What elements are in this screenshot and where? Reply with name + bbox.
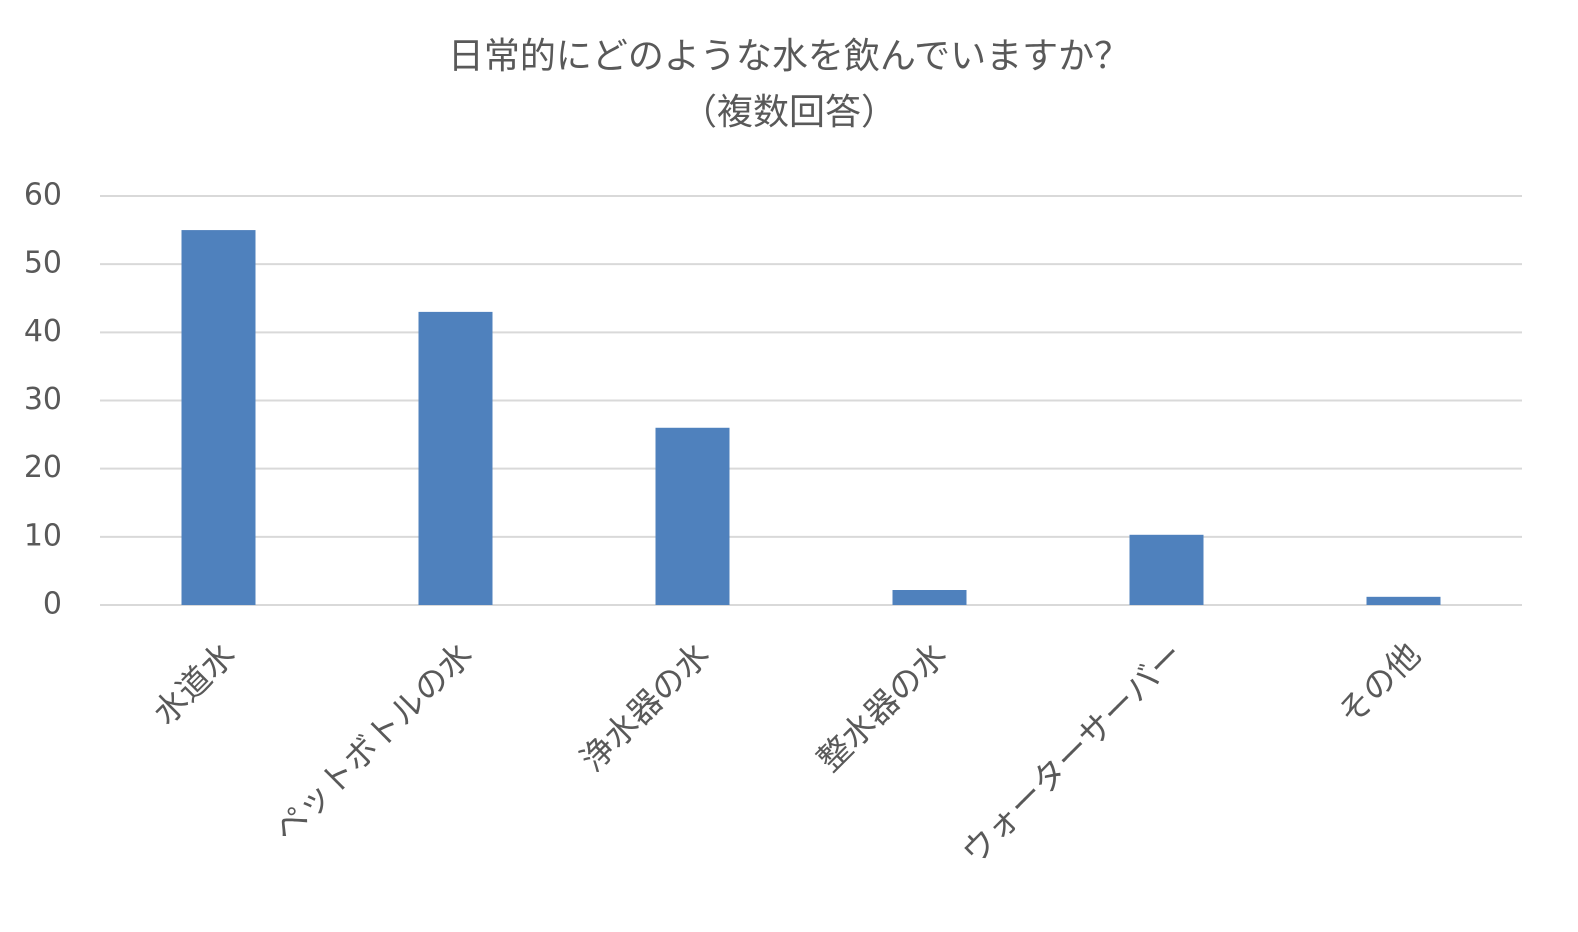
x-tick-label: 整水器の水 bbox=[810, 635, 954, 779]
x-tick-label: 浄水器の水 bbox=[573, 635, 717, 779]
y-tick-label: 40 bbox=[24, 314, 62, 349]
y-tick-label: 20 bbox=[24, 450, 62, 485]
y-tick-label: 60 bbox=[24, 178, 62, 213]
y-tick-label: 10 bbox=[24, 518, 62, 553]
x-tick-label: ウォーターサーバー bbox=[954, 635, 1191, 872]
y-tick-label: 0 bbox=[43, 587, 62, 622]
x-tick-label: 水道水 bbox=[145, 635, 243, 733]
chart-subtitle: （複数回答） bbox=[681, 92, 897, 133]
bar bbox=[655, 427, 730, 605]
x-tick-label: その他 bbox=[1330, 635, 1428, 733]
chart-title: 日常的にどのような水を飲んでいますか？ bbox=[448, 36, 1130, 77]
bar bbox=[892, 590, 967, 605]
bar bbox=[181, 230, 256, 606]
y-tick-label: 50 bbox=[24, 246, 62, 281]
y-tick-label: 30 bbox=[24, 382, 62, 417]
x-tick-label: ペットボトルの水 bbox=[266, 635, 480, 849]
bar bbox=[1129, 534, 1204, 605]
bar bbox=[418, 311, 493, 605]
bar bbox=[1366, 596, 1441, 605]
